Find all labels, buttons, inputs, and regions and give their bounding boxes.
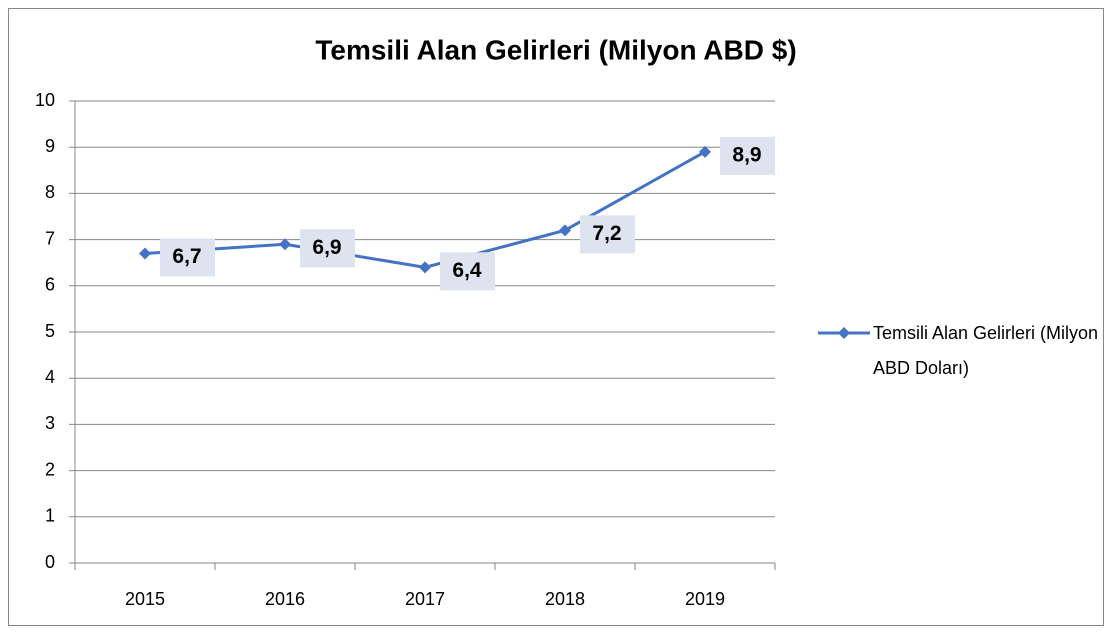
data-label-box bbox=[160, 238, 215, 277]
y-tick-label: 9 bbox=[45, 136, 55, 156]
x-tick-label: 2019 bbox=[685, 589, 725, 609]
data-label-box bbox=[300, 229, 355, 268]
x-tick-label: 2017 bbox=[405, 589, 445, 609]
legend-marker bbox=[838, 327, 850, 339]
legend-label: Temsili Alan Gelirleri (Milyon ABD Dolar… bbox=[873, 323, 1099, 378]
data-label-box bbox=[720, 136, 775, 175]
x-tick-label: 2018 bbox=[545, 589, 585, 609]
marker bbox=[279, 238, 291, 251]
x-tick-label: 2015 bbox=[125, 589, 165, 609]
y-tick-label: 10 bbox=[35, 90, 55, 110]
marker bbox=[559, 224, 571, 237]
data-label: 7,2 bbox=[592, 222, 621, 245]
data-label-box bbox=[580, 215, 635, 254]
y-tick-label: 7 bbox=[45, 228, 55, 248]
y-tick-label: 1 bbox=[45, 506, 55, 526]
y-tick-label: 2 bbox=[45, 459, 55, 479]
y-tick-label: 4 bbox=[45, 367, 55, 387]
y-tick-label: 8 bbox=[45, 182, 55, 202]
y-tick-label: 5 bbox=[45, 321, 55, 341]
y-tick-label: 6 bbox=[45, 275, 55, 295]
data-label: 6,7 bbox=[172, 245, 201, 268]
marker bbox=[699, 145, 711, 158]
data-label: 6,4 bbox=[452, 259, 482, 282]
chart-title: Temsili Alan Gelirleri (Milyon ABD $) bbox=[315, 34, 796, 65]
data-label: 6,9 bbox=[312, 236, 341, 259]
chart-frame bbox=[8, 8, 1104, 626]
marker bbox=[419, 261, 431, 274]
x-tick-label: 2016 bbox=[265, 589, 305, 609]
y-tick-label: 3 bbox=[45, 413, 55, 433]
data-label-box bbox=[440, 252, 495, 291]
y-tick-label: 0 bbox=[45, 552, 55, 572]
data-label: 8,9 bbox=[732, 143, 761, 166]
marker bbox=[139, 247, 151, 260]
